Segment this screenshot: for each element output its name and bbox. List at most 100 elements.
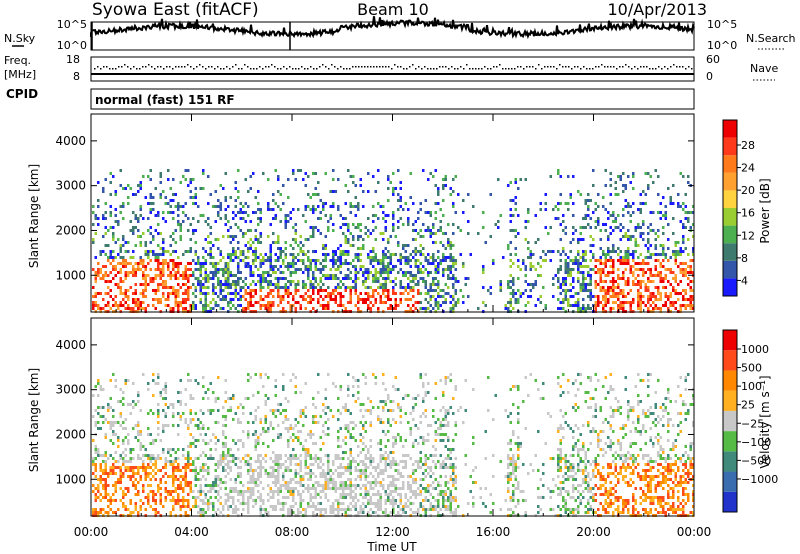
power-cell: [517, 289, 520, 292]
power-cell: [607, 301, 610, 304]
velocity-cell: [164, 424, 167, 427]
power-cell: [402, 244, 405, 247]
velocity-cell: [287, 511, 290, 514]
velocity-cell: [137, 511, 140, 514]
power-cell: [409, 274, 412, 277]
power-cell: [92, 205, 95, 208]
velocity-cell: [309, 478, 312, 481]
velocity-cell: [112, 415, 115, 418]
power-cell: [242, 295, 245, 298]
power-cell: [582, 259, 585, 262]
power-cell: [597, 220, 600, 223]
power-cell: [669, 283, 672, 286]
power-cell: [109, 250, 112, 253]
power-cell: [692, 253, 695, 256]
velocity-cell: [352, 457, 355, 460]
power-cell: [429, 235, 432, 238]
power-cell: [334, 262, 337, 265]
velocity-cell: [247, 499, 250, 502]
power-cell: [139, 256, 142, 259]
freq-sample-dot: [592, 68, 594, 70]
power-cell: [179, 301, 182, 304]
power-cell: [214, 205, 217, 208]
velocity-cell: [207, 388, 210, 391]
power-cell: [489, 286, 492, 289]
power-cell: [442, 268, 445, 271]
power-cell: [197, 256, 200, 259]
velocity-cell: [239, 490, 242, 493]
power-cell: [624, 295, 627, 298]
power-cell: [354, 292, 357, 295]
power-cell: [467, 193, 470, 196]
power-cell: [462, 211, 465, 214]
velocity-cell: [229, 409, 232, 412]
power-cell: [462, 295, 465, 298]
velocity-cell: [154, 499, 157, 502]
power-cell: [152, 304, 155, 307]
power-cell: [637, 244, 640, 247]
power-cell: [622, 172, 625, 175]
velocity-cell: [272, 490, 275, 493]
power-cell: [259, 217, 262, 220]
power-cell: [659, 292, 662, 295]
power-cell: [517, 301, 520, 304]
power-cell: [387, 214, 390, 217]
power-cell: [357, 238, 360, 241]
velocity-cell: [289, 511, 292, 514]
power-cell: [287, 220, 290, 223]
power-cell: [512, 307, 515, 310]
power-cell: [444, 292, 447, 295]
power-cell: [337, 304, 340, 307]
power-cell: [692, 223, 695, 226]
velocity-cell: [269, 496, 272, 499]
velocity-cell: [224, 499, 227, 502]
power-cell: [587, 307, 590, 310]
power-cell: [514, 196, 517, 199]
velocity-cell: [179, 379, 182, 382]
velocity-cell: [157, 376, 160, 379]
power-cell: [374, 277, 377, 280]
velocity-cell: [217, 460, 220, 463]
power-cell: [224, 214, 227, 217]
power-cell: [149, 232, 152, 235]
power-cell: [182, 301, 185, 304]
power-cell: [429, 286, 432, 289]
velocity-cell: [147, 427, 150, 430]
velocity-cell: [327, 472, 330, 475]
velocity-cell: [294, 481, 297, 484]
freq-sample-dot: [628, 66, 630, 68]
power-cell: [349, 301, 352, 304]
power-cell: [614, 295, 617, 298]
power-cell: [184, 250, 187, 253]
velocity-cell: [227, 463, 230, 466]
velocity-cell: [184, 463, 187, 466]
velocity-cell: [124, 487, 127, 490]
velocity-cell: [107, 511, 110, 514]
power-cell: [537, 298, 540, 301]
power-cell: [562, 283, 565, 286]
power-cell: [572, 238, 575, 241]
velocity-cell: [122, 421, 125, 424]
velocity-cell: [254, 442, 257, 445]
power-cell: [564, 265, 567, 268]
power-cell: [282, 202, 285, 205]
power-cell: [167, 295, 170, 298]
power-cell: [267, 304, 270, 307]
velocity-cell: [117, 445, 120, 448]
power-cell: [294, 256, 297, 259]
power-cell: [352, 259, 355, 262]
power-cell: [554, 274, 557, 277]
power-cell: [384, 277, 387, 280]
velocity-cell: [339, 427, 342, 430]
velocity-cell: [174, 466, 177, 469]
power-cell: [404, 259, 407, 262]
power-cell: [579, 193, 582, 196]
power-cell: [559, 307, 562, 310]
power-cell: [304, 205, 307, 208]
power-cell: [582, 238, 585, 241]
velocity-cell: [112, 442, 115, 445]
velocity-cell: [122, 460, 125, 463]
velocity-cell: [104, 433, 107, 436]
power-cell: [157, 253, 160, 256]
power-cell: [362, 205, 365, 208]
